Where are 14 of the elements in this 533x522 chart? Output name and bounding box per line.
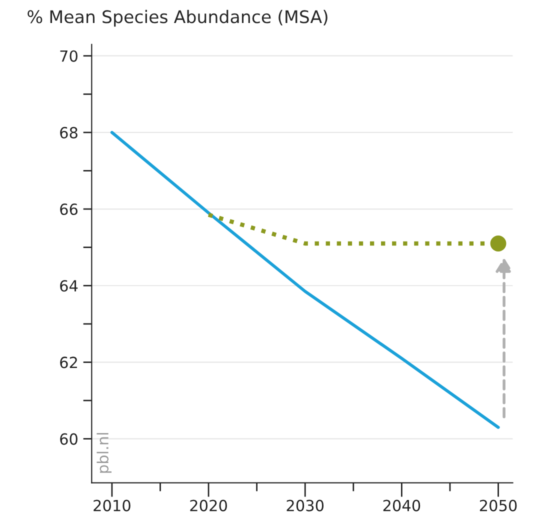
line-series xyxy=(110,130,500,429)
x-tick-label: 2020 xyxy=(190,500,227,512)
y-tick-label: 60 xyxy=(60,433,78,445)
x-tick-label: 2040 xyxy=(383,500,420,512)
y-axis-title: % Mean Species Abundance (MSA) xyxy=(28,10,328,27)
y-tick-label: 70 xyxy=(60,50,78,62)
y-tick-label: 66 xyxy=(60,204,78,216)
x-tick-label: 2030 xyxy=(286,500,324,512)
x-tick-label: 2010 xyxy=(94,500,130,512)
y-tick-label: 68 xyxy=(60,126,78,138)
x-tick-label: 2050 xyxy=(480,500,517,512)
y-tick-label: 62 xyxy=(60,356,77,368)
y-tick-label: 64 xyxy=(60,280,78,292)
annotation: pbl.nl xyxy=(96,433,112,473)
